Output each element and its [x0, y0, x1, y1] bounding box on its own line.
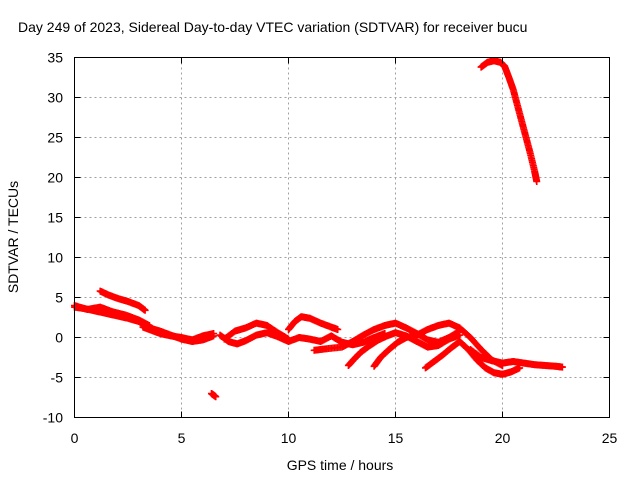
y-axis-tick-labels: -10 -5 0 5 10 15 20 25 30 35 [43, 50, 63, 426]
y-tick-label: -5 [51, 370, 64, 386]
series-track-5 [207, 390, 220, 401]
chart-title: Day 249 of 2023, Sidereal Day-to-day VTE… [18, 19, 527, 35]
data-point [210, 330, 218, 337]
series-track-13 [421, 338, 524, 378]
series-track-15 [477, 57, 541, 185]
data-layer [71, 57, 566, 401]
y-tick-label: 30 [47, 90, 63, 106]
y-axis-label: SDTVAR / TECUs [5, 181, 21, 293]
y-tick-label: 10 [47, 250, 63, 266]
x-tick-label: 0 [71, 430, 79, 446]
plot-frame [74, 57, 610, 418]
axis-ticks [74, 57, 610, 418]
data-point [285, 335, 292, 343]
y-tick-label: 15 [47, 210, 63, 226]
x-tick-label: 5 [178, 430, 186, 446]
data-point [212, 393, 220, 401]
x-axis-label: GPS time / hours [287, 457, 394, 473]
series-track-8 [285, 313, 342, 333]
y-tick-label: 25 [47, 130, 63, 146]
data-point [141, 306, 149, 314]
y-tick-label: -10 [43, 410, 63, 426]
x-tick-label: 20 [495, 430, 511, 446]
x-tick-label: 10 [281, 430, 297, 446]
x-axis-tick-labels: 0 5 10 15 20 25 [71, 430, 618, 446]
series-track-4 [139, 323, 218, 344]
grid [74, 57, 610, 418]
data-point [533, 178, 541, 185]
x-tick-label: 25 [602, 430, 618, 446]
series-track-11 [344, 329, 464, 369]
x-tick-label: 15 [388, 430, 404, 446]
y-tick-label: 35 [47, 50, 63, 66]
series-track-3 [96, 287, 149, 314]
data-point [456, 331, 464, 339]
data-point [334, 326, 342, 333]
y-tick-label: 5 [55, 290, 63, 306]
series-track-12 [370, 319, 506, 370]
series-track-14 [466, 346, 566, 371]
series-track-7 [220, 319, 292, 343]
y-tick-label: 20 [47, 170, 63, 186]
y-tick-label: 0 [55, 330, 63, 346]
data-point [558, 363, 566, 371]
